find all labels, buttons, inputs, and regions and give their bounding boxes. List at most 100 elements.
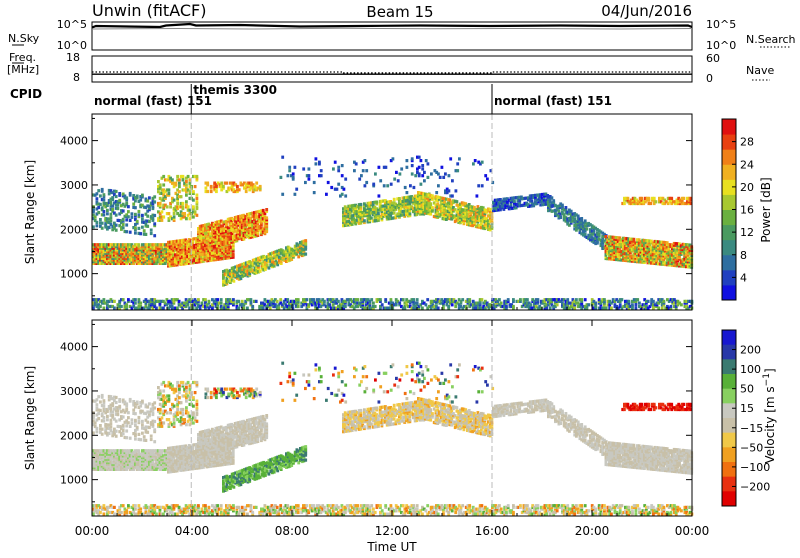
heatmap-cell bbox=[185, 200, 188, 203]
heatmap-cell bbox=[505, 305, 508, 308]
heatmap-cell bbox=[425, 303, 428, 306]
heatmap-cell bbox=[139, 198, 142, 201]
heatmap-cell bbox=[530, 303, 533, 306]
heatmap-cell bbox=[594, 302, 597, 305]
heatmap-cell bbox=[120, 305, 123, 308]
nsearch-label: N.Search bbox=[746, 33, 796, 46]
frequency-panel: Freq. [MHz] 18 8 60 0 Nave bbox=[7, 51, 774, 85]
heatmap-cell bbox=[468, 298, 471, 301]
heatmap-cell bbox=[139, 232, 142, 235]
heatmap-cell bbox=[129, 192, 132, 195]
heatmap-cell bbox=[648, 197, 651, 200]
heatmap-cell bbox=[134, 199, 137, 202]
heatmap-cell bbox=[262, 307, 265, 310]
nsearch-tick-top: 10^5 bbox=[706, 18, 736, 31]
heatmap-cell bbox=[429, 212, 432, 215]
heatmap-cell bbox=[416, 302, 419, 305]
cpid-mode-label: normal (fast) 151 bbox=[494, 94, 612, 108]
heatmap-cell bbox=[106, 212, 109, 215]
heatmap-cell bbox=[168, 212, 171, 215]
heatmap-cell bbox=[169, 205, 172, 208]
heatmap-cell bbox=[232, 252, 235, 255]
heatmap-cell bbox=[176, 307, 179, 310]
heatmap-cell bbox=[313, 298, 316, 301]
heatmap-cell bbox=[512, 298, 515, 301]
heatmap-cell bbox=[150, 232, 153, 235]
nave-line bbox=[92, 72, 692, 73]
heatmap-cell bbox=[127, 210, 130, 213]
heatmap-cell bbox=[337, 300, 340, 303]
heatmap-cell bbox=[113, 307, 116, 310]
heatmap-cell bbox=[127, 298, 130, 301]
heatmap-cell bbox=[204, 298, 207, 301]
heatmap-cell bbox=[101, 188, 104, 191]
frequency-lines bbox=[92, 72, 692, 74]
heatmap-cell bbox=[131, 216, 134, 219]
heatmap-cell bbox=[237, 300, 240, 303]
heatmap-cell bbox=[141, 194, 144, 197]
heatmap-cell bbox=[103, 198, 106, 201]
heatmap-cell bbox=[111, 205, 114, 208]
heatmap-cell bbox=[238, 188, 241, 191]
heatmap-cell bbox=[220, 182, 223, 185]
heatmap-cell bbox=[125, 218, 128, 221]
heatmap-cell bbox=[162, 215, 165, 218]
heatmap-cell bbox=[146, 215, 149, 218]
heatmap-cell bbox=[584, 298, 587, 301]
heatmap-cell bbox=[216, 298, 219, 301]
heatmap-cell bbox=[233, 280, 236, 283]
heatmap-cell bbox=[94, 216, 97, 219]
heatmap-cell bbox=[173, 199, 176, 202]
heatmap-cell bbox=[148, 196, 151, 199]
heatmap-cell bbox=[226, 182, 229, 185]
heatmap-cell bbox=[162, 183, 165, 186]
beam-label: Beam 15 bbox=[366, 3, 433, 21]
heatmap-cell bbox=[196, 175, 199, 178]
heatmap-cell bbox=[182, 205, 185, 208]
heatmap-cell bbox=[178, 178, 181, 181]
heatmap-cell bbox=[304, 239, 307, 242]
heatmap-cell bbox=[173, 215, 176, 218]
heatmap-cell bbox=[97, 206, 100, 209]
heatmap-cell bbox=[122, 298, 125, 301]
heatmap-cell bbox=[99, 194, 102, 197]
heatmap-cell bbox=[241, 300, 244, 303]
heatmap-cell bbox=[196, 200, 199, 203]
heatmap-cell bbox=[96, 221, 99, 224]
heatmap-cell bbox=[185, 194, 188, 197]
heatmap-cell bbox=[623, 202, 626, 205]
heatmap-cell bbox=[111, 196, 114, 199]
heatmap-cell bbox=[178, 182, 181, 185]
heatmap-cell bbox=[210, 190, 213, 193]
heatmap-cell bbox=[220, 298, 223, 301]
heatmap-cell bbox=[111, 208, 114, 211]
heatmap-cell bbox=[451, 303, 454, 306]
heatmap-cell bbox=[552, 199, 555, 202]
heatmap-cell bbox=[356, 298, 359, 301]
heatmap-cell bbox=[153, 214, 156, 217]
heatmap-cell bbox=[103, 210, 106, 213]
heatmap-cell bbox=[363, 307, 366, 310]
heatmap-cell bbox=[110, 201, 113, 204]
heatmap-cell bbox=[115, 190, 118, 193]
heatmap-cell bbox=[205, 187, 208, 190]
heatmap-cell bbox=[573, 217, 576, 220]
heatmap-cell bbox=[101, 206, 104, 209]
heatmap-cell bbox=[398, 197, 401, 200]
heatmap-cell bbox=[99, 305, 102, 308]
heatmap-cell bbox=[166, 205, 169, 208]
heatmap-cell bbox=[125, 202, 128, 205]
heatmap-cell bbox=[447, 305, 450, 308]
heatmap-cell bbox=[561, 204, 564, 207]
heatmap-cell bbox=[113, 300, 116, 303]
heatmap-cell bbox=[127, 205, 130, 208]
heatmap-cell bbox=[306, 298, 309, 301]
heatmap-cell bbox=[243, 307, 246, 310]
heatmap-cell bbox=[570, 210, 573, 213]
heatmap-cell bbox=[454, 305, 457, 308]
heatmap-cell bbox=[161, 210, 164, 213]
heatmap-cell bbox=[559, 216, 562, 219]
